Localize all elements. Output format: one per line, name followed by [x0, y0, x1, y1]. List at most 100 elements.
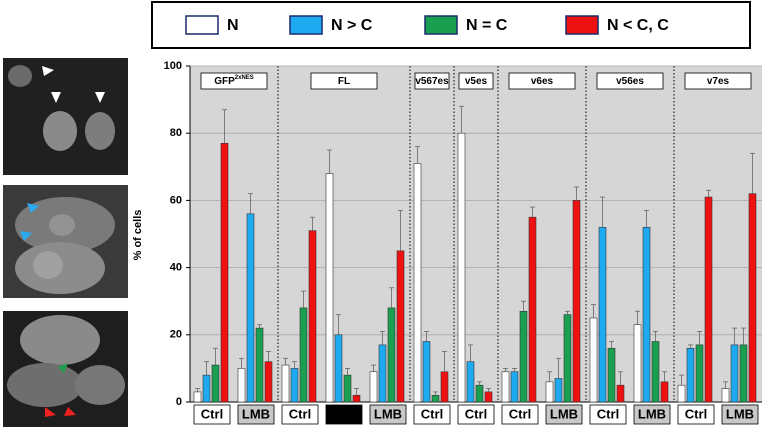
- bar: [545, 381, 554, 403]
- bar: [501, 371, 510, 403]
- category-box: [237, 404, 275, 425]
- bar: [730, 344, 739, 403]
- bar: [748, 193, 757, 403]
- panel-label: v7es: [707, 76, 730, 87]
- bar: [202, 374, 211, 403]
- category-box: [325, 404, 363, 425]
- bar: [616, 384, 625, 403]
- bar: [660, 381, 669, 403]
- bar: [721, 388, 730, 403]
- panel-label-text: v567es: [415, 76, 449, 87]
- panel-label: FL: [338, 76, 350, 87]
- bar: [369, 371, 378, 403]
- bar: [237, 368, 246, 403]
- category-box: [721, 404, 759, 425]
- bar: [563, 314, 572, 403]
- x-tick-label: LMB: [638, 406, 666, 421]
- panel-label-box: [596, 72, 664, 90]
- panel-label: v56es: [616, 76, 644, 87]
- bar: [651, 341, 660, 403]
- panel-label-box: [684, 72, 752, 90]
- panel-label-box: [200, 72, 268, 90]
- category-box: [281, 404, 319, 425]
- category-box: [501, 404, 539, 425]
- panel-label-text: v7es: [707, 76, 730, 87]
- bar: [607, 347, 616, 403]
- legend-swatch: [185, 15, 219, 35]
- panel-label-text: GFP: [214, 76, 235, 87]
- category-box: [589, 404, 627, 425]
- bar: [695, 344, 704, 403]
- bar: [642, 226, 651, 403]
- x-tick-label: LMB: [550, 406, 578, 421]
- bar: [343, 374, 352, 403]
- bar: [193, 391, 202, 403]
- bar: [466, 361, 475, 403]
- x-tick-label: Ctrl: [465, 406, 487, 421]
- bar: [598, 226, 607, 403]
- bar: [528, 216, 537, 403]
- legend-label: N = C: [466, 17, 508, 34]
- bar: [422, 341, 431, 403]
- bar: [739, 344, 748, 403]
- panel-label-sup: 2xNES: [235, 75, 254, 81]
- bar: [633, 324, 642, 403]
- x-tick-label: Ctrl: [685, 406, 707, 421]
- category-box: [633, 404, 671, 425]
- category-box: [457, 404, 495, 425]
- bar: [211, 364, 220, 403]
- panel-label: v5es: [465, 76, 488, 87]
- x-tick-label: LMB: [374, 406, 402, 421]
- micrographs: [3, 58, 128, 427]
- bar: [246, 213, 255, 403]
- legend-label: N > C: [331, 17, 373, 34]
- category-box: [369, 404, 407, 425]
- panel-label: v567es: [415, 76, 449, 87]
- bar: [299, 307, 308, 403]
- category-box: [413, 404, 451, 425]
- category-box: [193, 404, 231, 425]
- x-tick-label: LMB: [726, 406, 754, 421]
- bar: [686, 347, 695, 403]
- bar: [484, 391, 493, 403]
- bar: [352, 394, 361, 403]
- bar: [704, 196, 713, 403]
- bar: [431, 394, 440, 403]
- y-tick-label: 0: [176, 396, 182, 408]
- bar: [308, 230, 317, 403]
- bar: [325, 173, 334, 403]
- y-tick-label: 40: [170, 262, 182, 274]
- y-tick-label: 60: [170, 194, 182, 206]
- bar: [264, 361, 273, 403]
- x-tick-label: Ctrl: [597, 406, 619, 421]
- y-tick-label: 20: [170, 329, 182, 341]
- bar: [572, 200, 581, 403]
- plot-area: [190, 66, 762, 402]
- panel-label-box: [458, 72, 494, 90]
- bar: [589, 317, 598, 403]
- x-tick-label: DHT: [331, 406, 358, 421]
- bar: [281, 364, 290, 403]
- bar: [378, 344, 387, 403]
- panel-label-box: [414, 72, 450, 90]
- legend-swatch: [424, 15, 458, 35]
- bar: [387, 307, 396, 403]
- panel-label: GFP2xNES: [214, 75, 254, 87]
- x-tick-label: Ctrl: [289, 406, 311, 421]
- panel-label-box: [508, 72, 576, 90]
- bar: [220, 142, 229, 403]
- legend-label: N < C, C: [607, 17, 669, 34]
- x-tick-label: Ctrl: [509, 406, 531, 421]
- panel-label-text: FL: [338, 76, 350, 87]
- panel-label-box: [310, 72, 378, 90]
- x-tick-label: Ctrl: [421, 406, 443, 421]
- bar: [510, 371, 519, 403]
- panel-label: v6es: [531, 76, 554, 87]
- category-box: [677, 404, 715, 425]
- x-tick-label: LMB: [242, 406, 270, 421]
- x-tick-label: Ctrl: [201, 406, 223, 421]
- legend-label: N: [227, 17, 239, 34]
- category-box: [545, 404, 583, 425]
- bar: [475, 384, 484, 403]
